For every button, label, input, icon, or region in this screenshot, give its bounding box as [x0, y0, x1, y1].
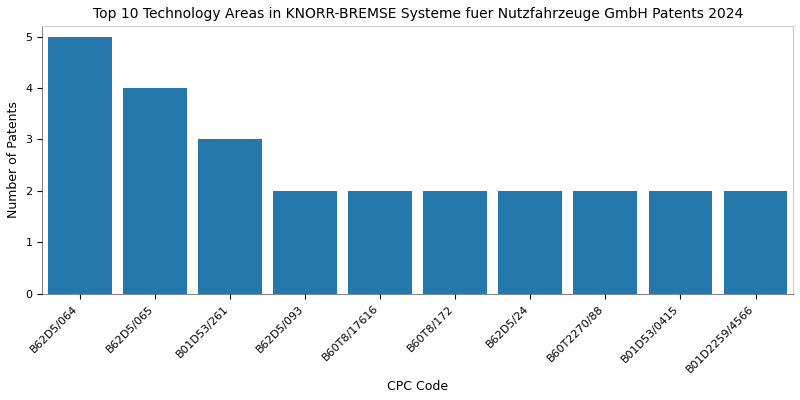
Bar — [724, 191, 787, 294]
Bar — [273, 191, 337, 294]
Title: Top 10 Technology Areas in KNORR-BREMSE Systeme fuer Nutzfahrzeuge GmbH Patents : Top 10 Technology Areas in KNORR-BREMSE … — [93, 7, 743, 21]
Bar — [123, 88, 187, 294]
Bar — [48, 36, 112, 294]
Bar — [574, 191, 638, 294]
Bar — [423, 191, 487, 294]
Bar — [649, 191, 712, 294]
X-axis label: CPC Code: CPC Code — [387, 380, 448, 393]
Y-axis label: Number of Patents: Number of Patents — [7, 102, 20, 218]
Bar — [348, 191, 412, 294]
Bar — [198, 140, 262, 294]
Bar — [498, 191, 562, 294]
